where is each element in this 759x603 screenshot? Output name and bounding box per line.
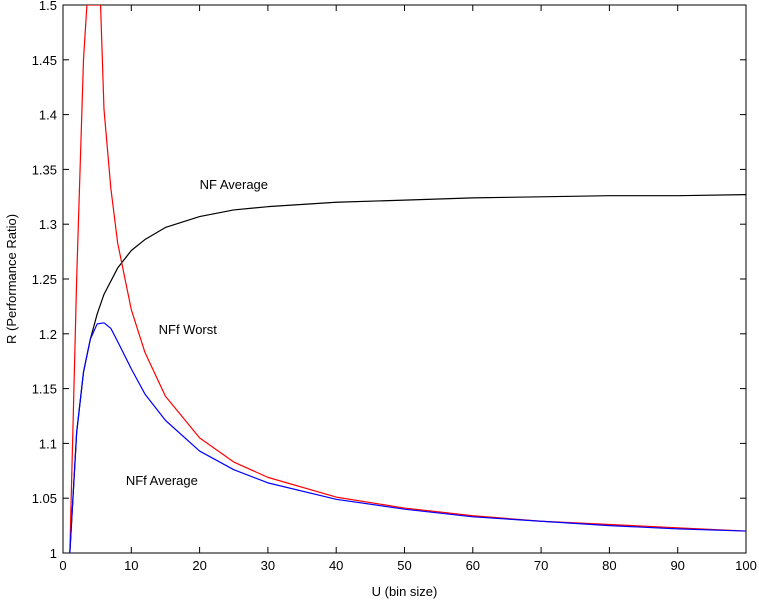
plot-area: 0 10 20 30 40 50 60 70 80 90 100 1 1.05 1.1 1.15 1.2 1.… [32,0,757,573]
y-tick-label: 1 [50,546,57,561]
y-tick-label: 1.4 [39,108,57,123]
y-axis: 1 1.05 1.1 1.15 1.2 1.25 1.3 1.35 1.4 1.45 1.5 [32,0,746,561]
x-axis: 0 10 20 30 40 50 60 70 80 90 100 [59,5,757,573]
y-tick-label: 1.45 [32,53,57,68]
annotation-label: NFf Average [126,473,198,488]
annotation-label: NF Average [200,177,268,192]
x-axis-label: U (bin size) [372,584,438,599]
series-line-2 [69,322,746,553]
x-tick-label: 90 [670,558,684,573]
y-tick-label: 1.35 [32,162,57,177]
series-line-0 [69,194,746,553]
y-tick-label: 1.1 [39,436,57,451]
annotation-label: NFf Worst [159,322,218,337]
x-tick-label: 100 [735,558,757,573]
y-axis-label: R (Performance Ratio) [4,214,19,344]
y-tick-label: 1.15 [32,382,57,397]
y-tick-label: 1.5 [39,0,57,13]
x-tick-label: 70 [534,558,548,573]
y-tick-label: 1.3 [39,217,57,232]
y-tick-label: 1.25 [32,272,57,287]
y-tick-label: 1.05 [32,491,57,506]
x-tick-label: 40 [329,558,343,573]
y-tick-label: 1.2 [39,327,57,342]
x-tick-label: 10 [124,558,138,573]
annotation-layer: NF Average NFf Worst NFf Average [126,177,268,488]
x-tick-label: 80 [602,558,616,573]
x-tick-label: 0 [59,558,66,573]
x-tick-label: 60 [466,558,480,573]
x-tick-label: 30 [261,558,275,573]
x-tick-label: 20 [192,558,206,573]
series-layer [69,5,746,553]
x-tick-label: 50 [397,558,411,573]
